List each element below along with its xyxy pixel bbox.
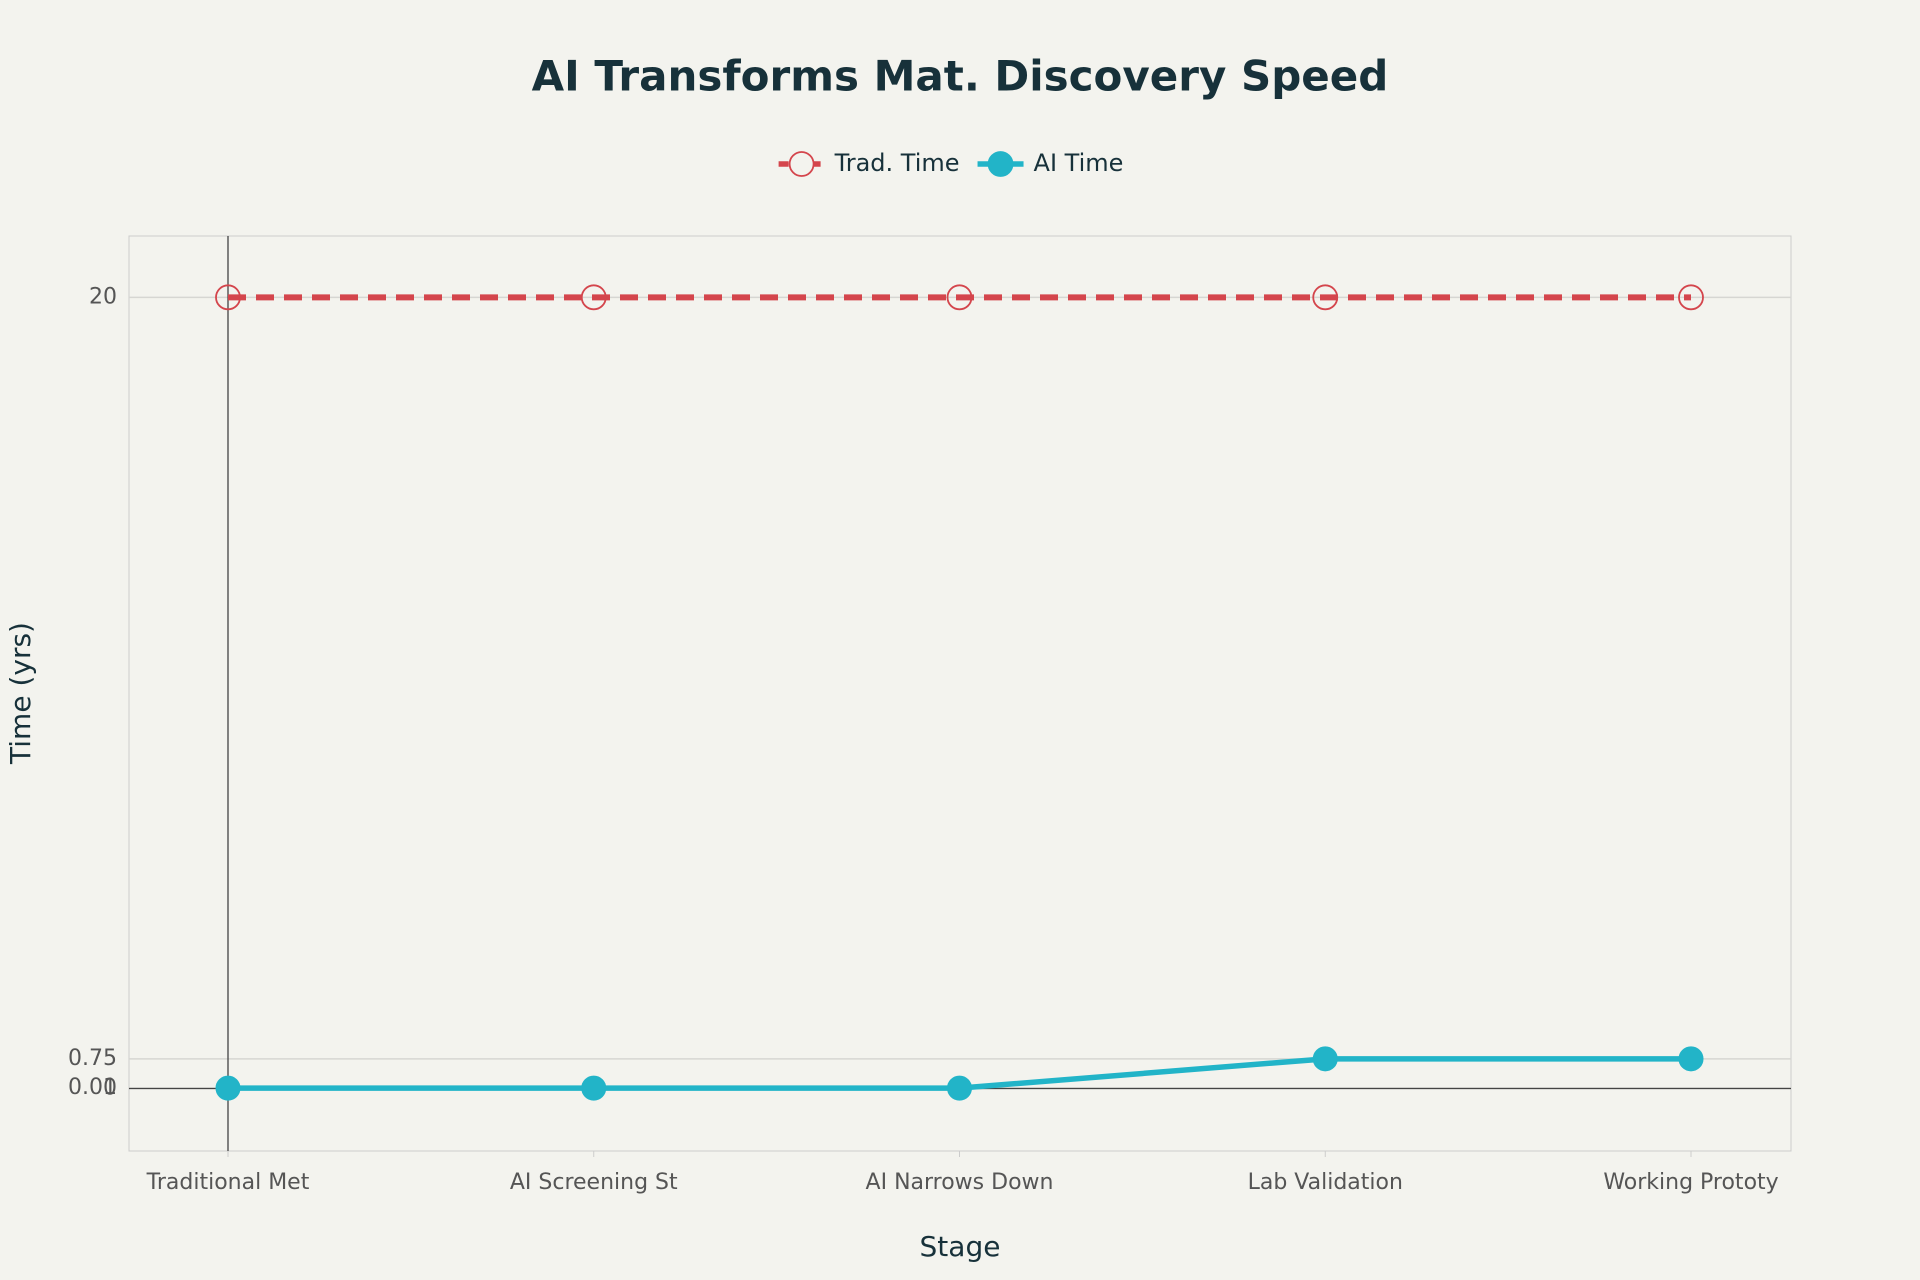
- data-point: [946, 284, 973, 311]
- x-tick-label: Working Prototy: [1603, 1170, 1778, 1195]
- chart-title: AI Transforms Mat. Discovery Speed: [532, 52, 1389, 101]
- legend-label: Trad. Time: [834, 149, 960, 177]
- data-point: [215, 284, 241, 311]
- data-point: [215, 1075, 241, 1101]
- data-point: [580, 284, 607, 311]
- data-point: [1678, 284, 1704, 311]
- x-axis-title: Stage: [920, 1230, 1001, 1263]
- y-tick-label: 0: [103, 1075, 117, 1100]
- y-axis-title: Time (yrs): [4, 622, 37, 765]
- data-point: [581, 1075, 607, 1101]
- legend-label: AI Time: [1034, 149, 1124, 177]
- y-tick-label: 0.75: [68, 1046, 117, 1071]
- data-point: [1312, 284, 1339, 311]
- data-point: [947, 1075, 972, 1101]
- x-tick-label: AI Screening St: [510, 1170, 678, 1195]
- plot-frame: [128, 235, 1792, 1152]
- legend-marker: [987, 151, 1014, 177]
- data-point: [1312, 1046, 1338, 1072]
- y-tick-label: 0.01: [68, 1075, 117, 1100]
- x-tick-label: Traditional Met: [146, 1170, 310, 1195]
- x-tick-label: Lab Validation: [1248, 1170, 1403, 1195]
- data-point: [1678, 1046, 1704, 1072]
- y-tick-label: 20: [89, 284, 117, 309]
- legend-marker: [788, 151, 815, 177]
- x-tick-label: AI Narrows Down: [866, 1170, 1054, 1195]
